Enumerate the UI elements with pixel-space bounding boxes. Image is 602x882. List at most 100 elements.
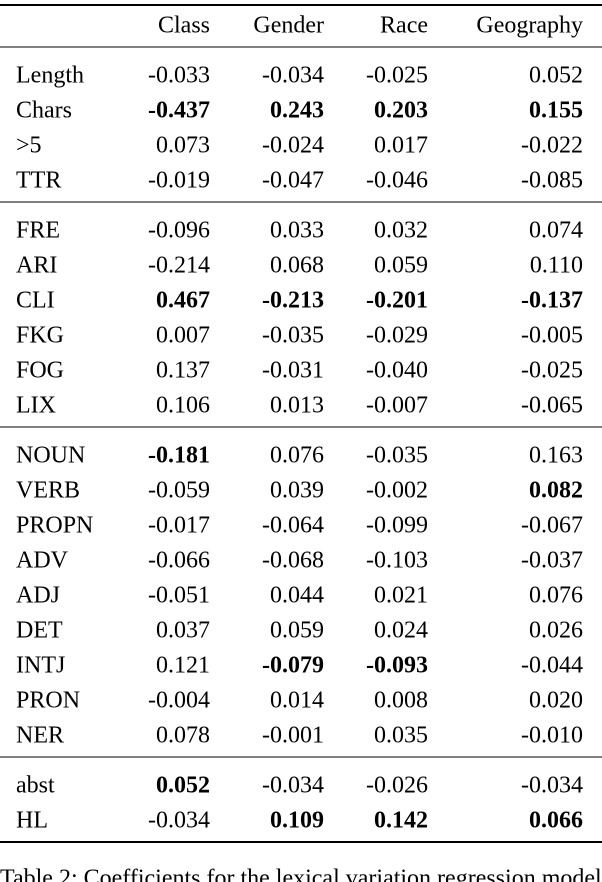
cell-value: -0.033 bbox=[148, 63, 210, 89]
cell-value: -0.035 bbox=[366, 443, 428, 469]
cell-value: -0.051 bbox=[148, 583, 210, 609]
cell-value: -0.007 bbox=[366, 393, 428, 419]
cell-value: -0.017 bbox=[148, 513, 210, 539]
cell-value: 0.035 bbox=[374, 723, 428, 749]
cell-value: 0.032 bbox=[374, 218, 428, 244]
cell-value: 0.014 bbox=[270, 688, 324, 714]
cell-value: -0.437 bbox=[148, 98, 210, 124]
row-label: VERB bbox=[16, 478, 80, 504]
cell-value: -0.214 bbox=[148, 253, 210, 279]
row-label: >5 bbox=[16, 133, 42, 159]
cell-value: 0.078 bbox=[156, 723, 210, 749]
cell-value: -0.019 bbox=[148, 168, 210, 194]
column-header: Class bbox=[158, 13, 210, 39]
row-label: FKG bbox=[16, 323, 64, 349]
cell-value: 0.068 bbox=[270, 253, 324, 279]
cell-value: 0.039 bbox=[270, 478, 324, 504]
cell-value: -0.029 bbox=[366, 323, 428, 349]
cell-value: -0.037 bbox=[521, 548, 583, 574]
cell-value: 0.106 bbox=[156, 393, 210, 419]
cell-value: 0.073 bbox=[156, 133, 210, 159]
cell-value: -0.065 bbox=[521, 393, 583, 419]
cell-value: 0.121 bbox=[156, 653, 210, 679]
row-label: PROPN bbox=[16, 513, 93, 539]
cell-value: 0.203 bbox=[374, 98, 428, 124]
cell-value: -0.034 bbox=[262, 63, 324, 89]
row-label: ADV bbox=[16, 548, 69, 574]
cell-value: 0.142 bbox=[374, 808, 428, 834]
cell-value: 0.076 bbox=[529, 583, 583, 609]
cell-value: 0.052 bbox=[529, 63, 583, 89]
cell-value: 0.037 bbox=[156, 618, 210, 644]
cell-value: 0.008 bbox=[374, 688, 428, 714]
row-label: CLI bbox=[16, 288, 55, 314]
cell-value: 0.066 bbox=[529, 808, 583, 834]
cell-value: -0.034 bbox=[148, 808, 210, 834]
cell-value: -0.035 bbox=[262, 323, 324, 349]
cell-value: -0.040 bbox=[366, 358, 428, 384]
cell-value: -0.001 bbox=[262, 723, 324, 749]
cell-value: -0.067 bbox=[521, 513, 583, 539]
cell-value: 0.467 bbox=[156, 288, 210, 314]
cell-value: -0.137 bbox=[521, 288, 583, 314]
cell-value: -0.047 bbox=[262, 168, 324, 194]
column-header: Gender bbox=[253, 13, 324, 39]
cell-value: 0.109 bbox=[270, 808, 324, 834]
row-label: TTR bbox=[16, 168, 61, 194]
cell-value: 0.020 bbox=[529, 688, 583, 714]
row-label: HL bbox=[16, 808, 48, 834]
cell-value: -0.085 bbox=[521, 168, 583, 194]
row-label: INTJ bbox=[16, 653, 65, 679]
cell-value: 0.059 bbox=[270, 618, 324, 644]
cell-value: 0.163 bbox=[529, 443, 583, 469]
cell-value: -0.079 bbox=[262, 653, 324, 679]
row-label: NOUN bbox=[16, 443, 85, 469]
cell-value: 0.082 bbox=[529, 478, 583, 504]
cell-value: 0.021 bbox=[374, 583, 428, 609]
cell-value: 0.052 bbox=[156, 773, 210, 799]
cell-value: -0.181 bbox=[148, 443, 210, 469]
row-label: Length bbox=[16, 63, 84, 89]
cell-value: 0.110 bbox=[530, 253, 583, 279]
row-label: DET bbox=[16, 618, 63, 644]
cell-value: -0.046 bbox=[366, 168, 428, 194]
row-label: PRON bbox=[16, 688, 80, 714]
cell-value: 0.074 bbox=[529, 218, 583, 244]
cell-value: -0.022 bbox=[521, 133, 583, 159]
cell-value: -0.034 bbox=[521, 773, 583, 799]
row-label: ARI bbox=[16, 253, 57, 279]
cell-value: 0.155 bbox=[529, 98, 583, 124]
cell-value: 0.243 bbox=[270, 98, 324, 124]
row-label: Chars bbox=[16, 98, 72, 124]
cell-value: -0.026 bbox=[366, 773, 428, 799]
cell-value: 0.007 bbox=[156, 323, 210, 349]
cell-value: -0.213 bbox=[262, 288, 324, 314]
cell-value: -0.044 bbox=[521, 653, 583, 679]
cell-value: -0.002 bbox=[366, 478, 428, 504]
cell-value: 0.076 bbox=[270, 443, 324, 469]
cell-value: -0.059 bbox=[148, 478, 210, 504]
cell-value: -0.064 bbox=[262, 513, 324, 539]
row-label: LIX bbox=[16, 393, 56, 419]
cell-value: -0.066 bbox=[148, 548, 210, 574]
column-header: Geography bbox=[476, 13, 583, 39]
row-label: ADJ bbox=[16, 583, 60, 609]
cell-value: -0.025 bbox=[521, 358, 583, 384]
cell-value: -0.103 bbox=[366, 548, 428, 574]
cell-value: 0.017 bbox=[374, 133, 428, 159]
cell-value: 0.026 bbox=[529, 618, 583, 644]
cell-value: 0.044 bbox=[270, 583, 324, 609]
row-label: FOG bbox=[16, 358, 64, 384]
row-label: NER bbox=[16, 723, 64, 749]
cell-value: 0.024 bbox=[374, 618, 428, 644]
cell-value: -0.093 bbox=[366, 653, 428, 679]
cell-value: -0.096 bbox=[148, 218, 210, 244]
cell-value: 0.059 bbox=[374, 253, 428, 279]
column-header: Race bbox=[380, 13, 428, 39]
cell-value: -0.004 bbox=[148, 688, 210, 714]
cell-value: 0.137 bbox=[156, 358, 210, 384]
row-label: abst bbox=[16, 773, 55, 799]
caption: Table 2: Coefficients for the lexical va… bbox=[0, 866, 602, 882]
row-label: FRE bbox=[16, 218, 60, 244]
